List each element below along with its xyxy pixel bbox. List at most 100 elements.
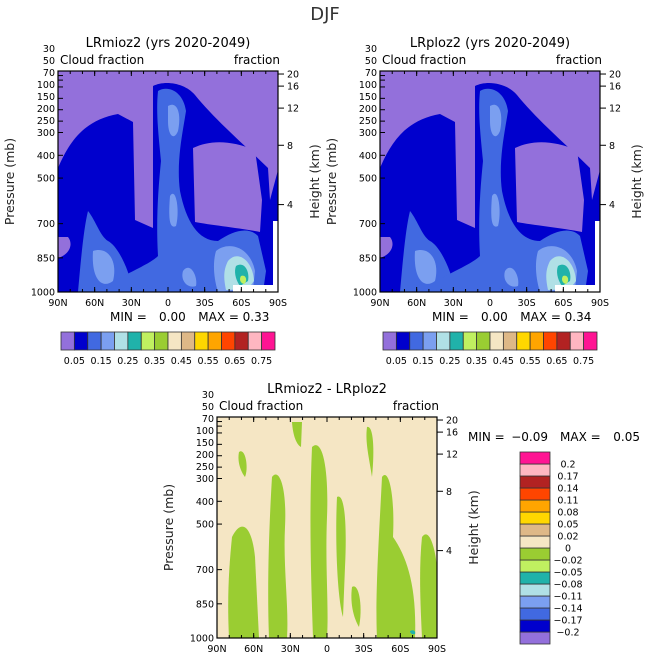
contour-region (400, 211, 455, 292)
colorbar-box (583, 331, 598, 351)
y-tick-label: 500 (196, 520, 214, 531)
colorbar-box (194, 331, 209, 351)
colorbar-label: 0.2 (560, 460, 575, 471)
max-label: MAX = (198, 310, 239, 324)
y-tick-label: 200 (37, 104, 55, 115)
y-tick-label: 150 (196, 438, 214, 449)
y-tick-label: 850 (196, 599, 214, 610)
y-tick-label: 700 (196, 565, 214, 576)
colorbar-box (100, 331, 115, 351)
y-tick-label: 300 (37, 128, 55, 139)
min-value: 0.00 (159, 310, 186, 324)
y-tick-label: 70 (43, 68, 55, 79)
y-tick-label: 70 (365, 68, 377, 79)
colorbar-box (436, 331, 451, 351)
x-tick-label: 90N (370, 298, 389, 309)
contour-region (233, 285, 278, 292)
colorbar-label: −0.02 (553, 556, 582, 567)
colorbar-box (519, 559, 551, 573)
right-y-axis-label: Height (km) (629, 144, 644, 218)
colorbar-box (516, 331, 531, 351)
min-value: 0.00 (481, 310, 508, 324)
y-tick-label: 50 (365, 56, 377, 67)
right-y-tick-label: 20 (446, 416, 458, 427)
y-tick-label: 150 (359, 92, 377, 103)
colorbar-box (73, 331, 89, 351)
y-tick-label: 500 (37, 174, 55, 185)
y-tick-label: 150 (37, 92, 55, 103)
y-tick-label: 50 (202, 402, 214, 413)
max-label: MAX = (560, 430, 601, 444)
y-tick-label: 300 (359, 128, 377, 139)
y-axis-label: Pressure (mb) (161, 484, 176, 571)
colorbar-box (519, 631, 551, 645)
colorbar-box (519, 511, 551, 525)
contour-region (169, 193, 178, 227)
y-tick-label: 100 (359, 80, 377, 91)
colorbar-label: 0.14 (557, 484, 578, 495)
colorbar-label: 0.08 (557, 508, 578, 519)
colorbar-label: 0.45 (171, 356, 192, 367)
x-tick-label: 90N (207, 644, 226, 655)
y-tick-label: 30 (43, 44, 55, 55)
contour-region (414, 250, 437, 284)
colorbar-label: 0.75 (251, 356, 272, 367)
contour-region (420, 88, 588, 293)
colorbar-box (87, 331, 102, 351)
left-subtitle: Cloud fraction (219, 399, 303, 413)
contour-region (420, 534, 437, 638)
right-subtitle: fraction (234, 53, 280, 67)
max-value: 0.05 (613, 430, 640, 444)
colorbar-label: 0.55 (520, 356, 541, 367)
contour-region (555, 285, 600, 292)
x-tick-label: 60N (85, 298, 104, 309)
contour-plot-1 (379, 70, 601, 293)
colorbar-label: 0.05 (64, 356, 85, 367)
chart-title: LRploz2 (yrs 2020-2049) (410, 36, 570, 51)
colorbar-label: 0.02 (557, 532, 578, 543)
y-tick-label: 700 (37, 219, 55, 230)
contour-plot-0 (57, 70, 279, 293)
right-y-tick-label: 16 (609, 82, 621, 93)
right-y-tick-label: 20 (287, 70, 299, 81)
colorbar-box (221, 331, 236, 351)
contour-plot-2 (216, 416, 438, 639)
left-subtitle: Cloud fraction (60, 53, 144, 67)
contour-region (78, 211, 133, 292)
y-tick-label: 70 (202, 414, 214, 425)
left-subtitle: Cloud fraction (382, 53, 466, 67)
chart-title: LRmioz2 (yrs 2020-2049) (86, 36, 251, 51)
colorbar-box (569, 331, 585, 351)
contour-region (380, 237, 393, 258)
colorbar-label: 0.25 (439, 356, 460, 367)
colorbar-box (476, 331, 491, 351)
colorbar-box (519, 547, 551, 561)
colorbar-box (140, 331, 156, 351)
colorbar-box (519, 595, 551, 609)
max-value: 0.33 (243, 310, 270, 324)
y-tick-label: 1000 (353, 288, 377, 299)
y-tick-label: 850 (37, 253, 55, 264)
y-tick-label: 30 (365, 44, 377, 55)
right-y-tick-label: 8 (446, 487, 452, 498)
x-tick-label: 0 (487, 298, 493, 309)
contour-region (595, 221, 600, 292)
y-tick-label: 200 (359, 104, 377, 115)
colorbar-label: −0.05 (553, 568, 582, 579)
colorbar-label: 0.05 (386, 356, 407, 367)
colorbar-box (519, 451, 551, 465)
right-y-tick-label: 4 (287, 200, 293, 211)
colorbar-box (167, 331, 182, 351)
contour-region (58, 237, 71, 258)
colorbar-box (502, 331, 518, 351)
y-tick-label: 250 (196, 462, 214, 473)
y-axis-label: Pressure (mb) (2, 138, 17, 225)
colorbar-label: 0.65 (224, 356, 245, 367)
contour-region (515, 142, 584, 232)
contour-region (562, 275, 569, 284)
colorbar-label: −0.17 (553, 616, 582, 627)
colorbar-box (519, 463, 551, 477)
colorbar-label: −0.14 (553, 604, 582, 615)
right-y-tick-label: 16 (287, 82, 299, 93)
x-tick-label: 60N (407, 298, 426, 309)
